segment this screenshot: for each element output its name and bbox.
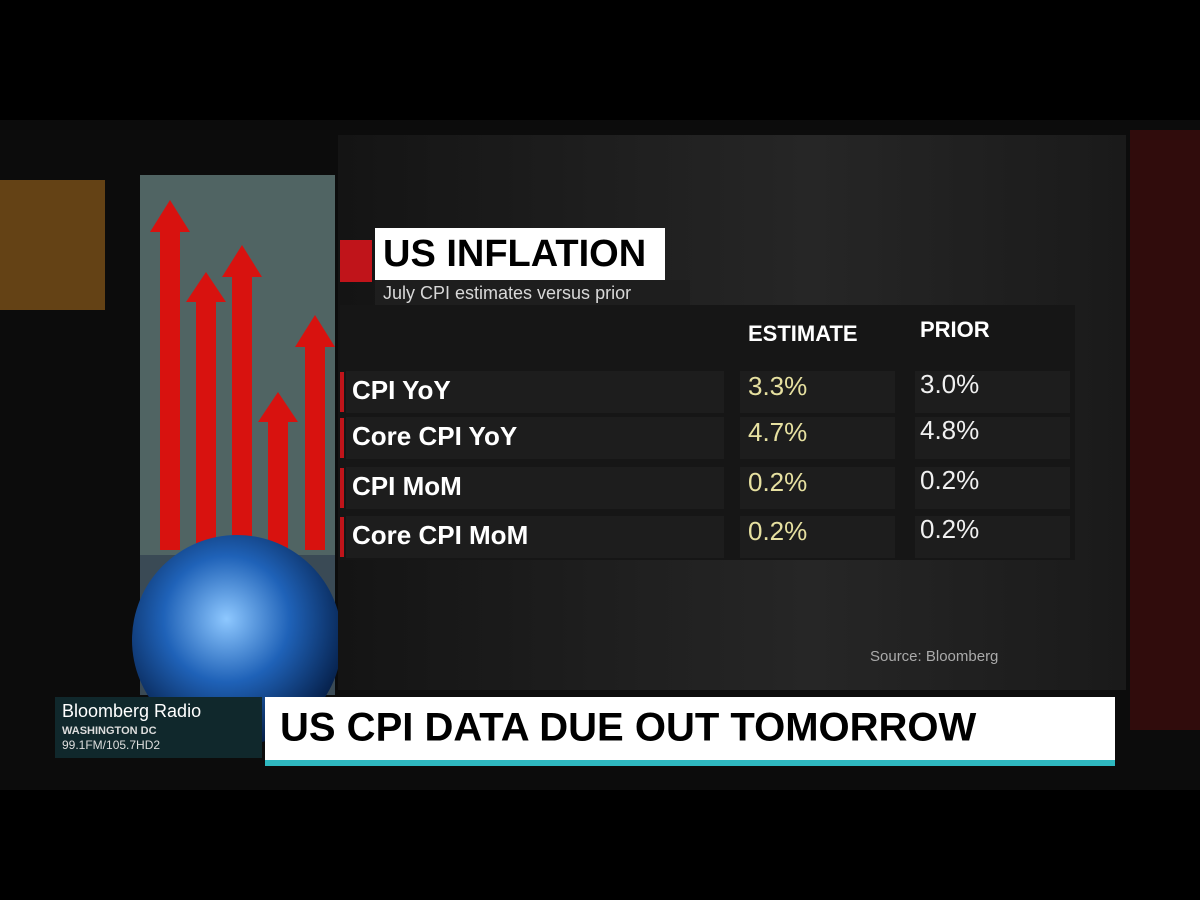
row-accent [340,372,344,412]
station-box [55,697,262,758]
row-label: Core CPI YoY [352,421,517,451]
title: US INFLATION [383,233,646,275]
row-label: CPI MoM [352,471,462,501]
headline-box [265,697,1115,760]
prior-cell [915,417,1070,459]
label-cell [346,516,724,558]
prior-cell [915,516,1070,558]
prior: 0.2% [920,514,979,544]
subtitle-box [375,280,690,308]
estimate-cell [740,516,895,558]
label-cell [346,417,724,459]
row-accent [340,517,344,557]
row-accent [340,468,344,508]
prior-cell [915,371,1070,413]
left-screen [0,180,105,310]
subtitle: July CPI estimates versus prior [383,283,631,303]
red-arrows [150,200,335,550]
city: WASHINGTON DC [62,725,157,737]
row-label: CPI YoY [352,375,451,405]
prior: 4.8% [920,415,979,445]
table-rows: CPI YoY 3.3% 3.0% Core CPI YoY 4.7% 4.8% CPI M… [340,369,1070,558]
globe [132,535,342,745]
prior-cell [915,467,1070,509]
label-cell [346,467,724,509]
estimate: 0.2% [748,516,807,546]
estimate: 4.7% [748,417,807,447]
label-cell [346,371,724,413]
headline-underline [265,760,1115,766]
station: Bloomberg Radio [62,701,201,721]
estimate-cell [740,467,895,509]
estimate: 3.3% [748,371,807,401]
row-label: Core CPI MoM [352,520,528,550]
estimate-cell [740,417,895,459]
title-box [375,228,665,282]
estimate: 0.2% [748,467,807,497]
source: Source: Bloomberg [870,648,998,665]
estimate-cell [740,371,895,413]
row-accent [340,418,344,458]
headline: US CPI DATA DUE OUT TOMORROW [280,706,977,750]
frequency: 99.1FM/105.7HD2 [62,738,160,752]
right-screen [1130,130,1200,730]
title-accent [340,240,372,282]
prior: 0.2% [920,465,979,495]
column-header: PRIOR [920,317,990,342]
prior: 3.0% [920,369,979,399]
column-header: ESTIMATE [748,321,858,346]
